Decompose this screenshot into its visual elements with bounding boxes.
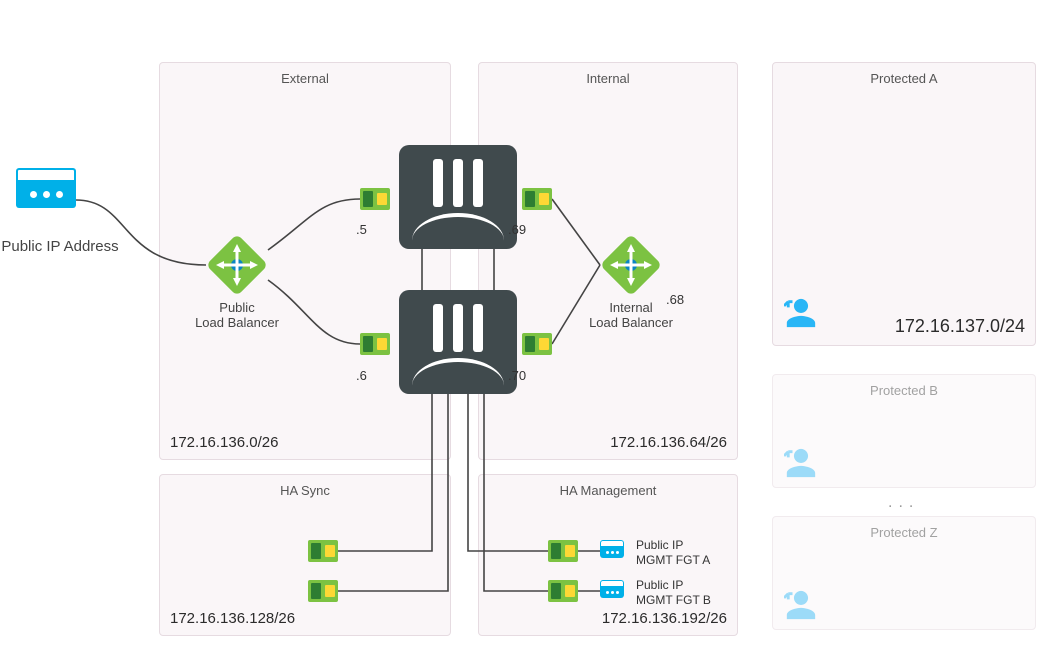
user-icon <box>784 446 818 480</box>
user-icon <box>784 296 818 330</box>
nic-icon <box>308 540 338 562</box>
nic-icon <box>360 188 390 210</box>
load-balancer-public-label: PublicLoad Balancer <box>177 300 297 330</box>
nic-ip-label: .6 <box>356 368 367 383</box>
nic-icon <box>360 333 390 355</box>
nic-icon <box>548 580 578 602</box>
public-ip-small-icon <box>600 580 624 598</box>
nic-icon <box>308 580 338 602</box>
nic-ip-label: .70 <box>508 368 526 383</box>
ellipsis-label: ... <box>888 494 919 512</box>
public-ip-label: Public IP Address <box>0 238 120 255</box>
nic-ip-label: .69 <box>508 222 526 237</box>
mgmt-ip-label-b: Public IP MGMT FGT B <box>636 578 711 608</box>
public-ip-icon <box>16 168 76 208</box>
nic-ip-label: .5 <box>356 222 367 237</box>
nic-icon <box>548 540 578 562</box>
load-balancer-internal-icon <box>600 234 662 296</box>
nic-icon <box>522 188 552 210</box>
fortigate-a-icon <box>399 145 517 249</box>
mgmt-ip-label-a: Public IP MGMT FGT A <box>636 538 710 568</box>
user-icon <box>784 588 818 622</box>
load-balancer-public-icon <box>206 234 268 296</box>
nic-icon <box>522 333 552 355</box>
public-ip-small-icon <box>600 540 624 558</box>
fortigate-b-icon <box>399 290 517 394</box>
internal-lb-ip-label: .68 <box>666 292 684 307</box>
